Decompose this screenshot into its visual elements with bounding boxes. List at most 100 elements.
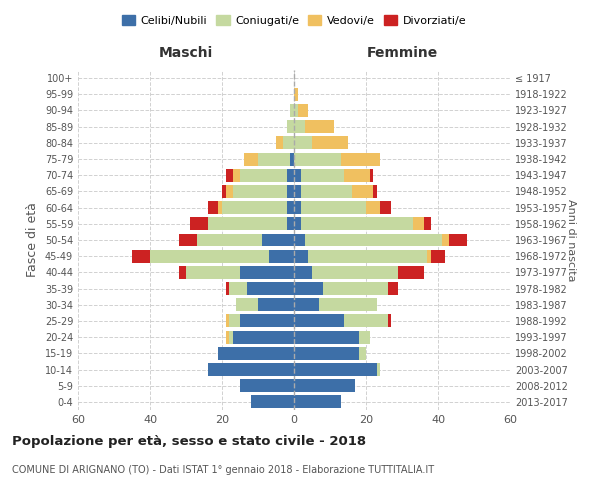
Bar xyxy=(240,379,294,392)
Bar xyxy=(218,347,294,360)
Bar xyxy=(251,396,294,408)
Bar xyxy=(323,282,388,295)
Bar xyxy=(240,266,294,279)
Bar xyxy=(208,363,294,376)
Bar xyxy=(294,88,298,101)
Bar xyxy=(341,152,380,166)
Bar xyxy=(294,314,344,328)
Bar xyxy=(294,185,301,198)
Bar xyxy=(247,282,294,295)
Bar xyxy=(294,201,301,214)
Bar xyxy=(258,298,294,311)
Bar xyxy=(197,234,262,246)
Bar xyxy=(449,234,467,246)
Bar xyxy=(208,218,287,230)
Bar xyxy=(269,250,294,262)
Bar xyxy=(283,136,294,149)
Bar xyxy=(294,120,305,133)
Bar xyxy=(305,234,442,246)
Bar xyxy=(222,185,226,198)
Bar xyxy=(179,266,186,279)
Bar xyxy=(305,120,334,133)
Bar xyxy=(294,169,301,181)
Bar xyxy=(236,298,258,311)
Bar xyxy=(377,363,380,376)
Bar xyxy=(226,185,233,198)
Text: Femmine: Femmine xyxy=(367,46,437,60)
Text: Maschi: Maschi xyxy=(159,46,213,60)
Bar xyxy=(222,201,287,214)
Bar xyxy=(226,330,229,344)
Text: Popolazione per età, sesso e stato civile - 2018: Popolazione per età, sesso e stato civil… xyxy=(12,435,366,448)
Bar xyxy=(413,218,424,230)
Bar xyxy=(308,250,427,262)
Bar xyxy=(208,201,218,214)
Bar xyxy=(229,282,247,295)
Bar xyxy=(226,169,233,181)
Bar xyxy=(179,234,197,246)
Bar xyxy=(294,347,359,360)
Bar xyxy=(218,201,222,214)
Bar xyxy=(359,347,366,360)
Bar xyxy=(380,201,391,214)
Bar xyxy=(226,282,229,295)
Bar xyxy=(398,266,424,279)
Bar xyxy=(226,314,229,328)
Bar xyxy=(294,266,312,279)
Bar xyxy=(427,250,431,262)
Legend: Celibi/Nubili, Coniugati/e, Vedovi/e, Divorziati/e: Celibi/Nubili, Coniugati/e, Vedovi/e, Di… xyxy=(118,10,470,30)
Bar xyxy=(294,104,298,117)
Bar xyxy=(312,136,348,149)
Bar xyxy=(294,218,301,230)
Bar xyxy=(287,201,294,214)
Bar xyxy=(424,218,431,230)
Bar xyxy=(359,330,370,344)
Bar xyxy=(344,314,388,328)
Bar xyxy=(301,185,352,198)
Bar xyxy=(301,218,413,230)
Bar xyxy=(287,120,294,133)
Bar xyxy=(294,234,305,246)
Bar xyxy=(290,104,294,117)
Bar xyxy=(312,266,398,279)
Bar xyxy=(294,363,377,376)
Bar xyxy=(366,201,380,214)
Bar xyxy=(301,169,344,181)
Bar xyxy=(244,152,258,166)
Bar xyxy=(294,298,319,311)
Bar xyxy=(431,250,445,262)
Bar xyxy=(287,185,294,198)
Bar xyxy=(233,330,294,344)
Bar xyxy=(344,169,370,181)
Text: COMUNE DI ARIGNANO (TO) - Dati ISTAT 1° gennaio 2018 - Elaborazione TUTTITALIA.I: COMUNE DI ARIGNANO (TO) - Dati ISTAT 1° … xyxy=(12,465,434,475)
Bar xyxy=(442,234,449,246)
Bar xyxy=(294,250,308,262)
Bar xyxy=(233,169,240,181)
Bar xyxy=(258,152,290,166)
Bar xyxy=(132,250,150,262)
Bar xyxy=(233,185,287,198)
Bar xyxy=(190,218,208,230)
Bar xyxy=(150,250,269,262)
Bar xyxy=(229,314,240,328)
Bar xyxy=(294,330,359,344)
Bar xyxy=(298,104,308,117)
Bar xyxy=(294,379,355,392)
Bar xyxy=(229,330,233,344)
Bar xyxy=(294,282,323,295)
Bar xyxy=(294,152,341,166)
Y-axis label: Anni di nascita: Anni di nascita xyxy=(566,198,576,281)
Bar xyxy=(370,169,373,181)
Y-axis label: Fasce di età: Fasce di età xyxy=(26,202,39,278)
Bar xyxy=(276,136,283,149)
Bar xyxy=(294,136,312,149)
Bar xyxy=(240,169,287,181)
Bar xyxy=(301,201,366,214)
Bar xyxy=(287,169,294,181)
Bar xyxy=(287,218,294,230)
Bar xyxy=(290,152,294,166)
Bar xyxy=(262,234,294,246)
Bar xyxy=(388,314,391,328)
Bar xyxy=(240,314,294,328)
Bar xyxy=(352,185,373,198)
